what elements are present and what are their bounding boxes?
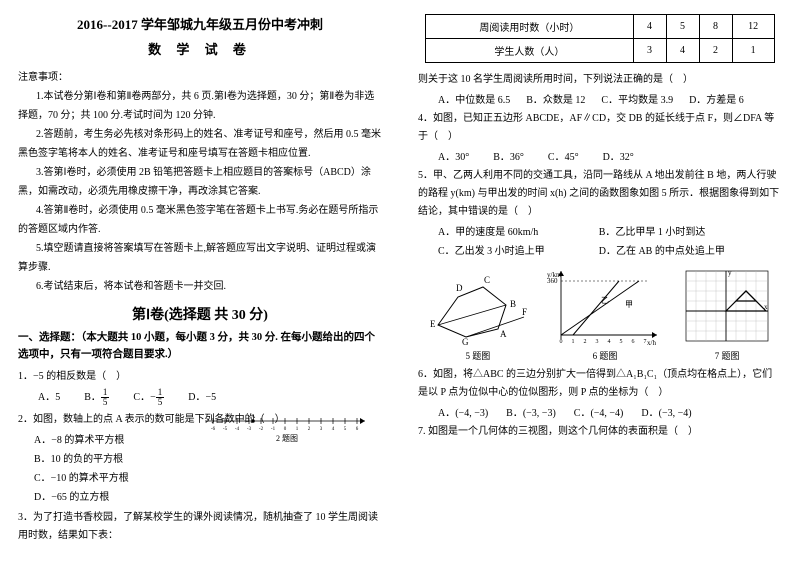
note-2: 2.答题前，考生务必先核对条形码上的姓名、准考证号和座号，然后用 0.5 毫米黑… <box>18 125 382 163</box>
svg-text:B: B <box>510 299 516 309</box>
svg-text:5: 5 <box>620 339 623 345</box>
q5-d: D．乙在 AB 的中点处追上甲 <box>599 242 757 261</box>
section-1-title: 第Ⅰ卷(选择题 共 30 分) <box>18 304 382 324</box>
q2-c: C．−10 的算术平方根 <box>34 469 382 488</box>
svg-text:C: C <box>484 275 490 285</box>
fig-7: y x 7 题图 <box>682 267 772 362</box>
svg-text:乙: 乙 <box>601 296 609 305</box>
svg-text:x/h: x/h <box>647 339 656 347</box>
exam-subtitle: 数 学 试 卷 <box>18 39 382 58</box>
q3-stem: 3．为了打造书香校园，了解某校学生的课外阅读情况，随机抽查了 10 学生周阅读用… <box>18 509 382 545</box>
svg-text:D: D <box>456 283 463 293</box>
q5-a: A．甲的速度是 60km/h <box>438 223 596 242</box>
svg-text:y: y <box>728 269 732 277</box>
svg-text:A: A <box>500 329 507 339</box>
svg-text:5: 5 <box>344 427 347 431</box>
svg-text:2: 2 <box>308 427 311 431</box>
q4-stem: 4．如图，已知正五边形 ABCDE，AF∥CD，交 DB 的延长线于点 F，则∠… <box>418 110 782 146</box>
q2-b: B．10 的负的平方根 <box>34 450 382 469</box>
svg-text:A: A <box>251 414 256 420</box>
q6-options: A．(−4, −3) B．(−3, −3) C．(−4, −4) D．(−3, … <box>438 404 782 419</box>
svg-text:0: 0 <box>560 339 563 345</box>
note-6: 6.考试结束后，将本试卷和答题卡一并交回. <box>18 277 382 296</box>
svg-text:-4: -4 <box>235 427 240 431</box>
q5-c: C．乙出发 3 小时追上甲 <box>438 242 596 261</box>
q3b-b: B．众数是 12 <box>526 91 585 106</box>
svg-text:1: 1 <box>572 339 575 345</box>
th-count: 学生人数（人） <box>426 39 633 63</box>
exam-title: 2016--2017 学年邹城九年级五月份中考冲刺 <box>18 14 382 33</box>
svg-text:-1: -1 <box>271 427 276 431</box>
q6-c: C．(−4, −4) <box>574 404 624 419</box>
q5-stem: 5．甲、乙两人利用不同的交通工具，沿同一路线从 A 地出发前往 B 地，两人行驶… <box>418 167 782 221</box>
q6-d: D．(−3, −4) <box>641 404 691 419</box>
note-4: 4.答第Ⅱ卷时，必须使用 0.5 毫米黑色签字笔在答题卡上书写.务必在题号所指示… <box>18 201 382 239</box>
svg-text:甲: 甲 <box>625 300 633 309</box>
fig-5: D C B A E F G 5 题图 <box>428 267 528 362</box>
q4-a: A．30° <box>438 148 469 163</box>
svg-text:4: 4 <box>608 339 611 345</box>
svg-text:4: 4 <box>332 427 335 431</box>
table-row: 周阅读用时数（小时） 4 5 8 12 <box>426 15 774 39</box>
q4-d: D．32° <box>603 148 634 163</box>
note-1: 1.本试卷分第Ⅰ卷和第Ⅱ卷两部分，共 6 页.第Ⅰ卷为选择题，30 分；第Ⅱ卷为… <box>18 87 382 125</box>
q3b-options: A．中位数是 6.5 B．众数是 12 C．平均数是 3.9 D．方差是 6 <box>438 91 782 106</box>
q7-stem: 7. 如图是一个几何体的三视图，则这个几何体的表面积是（ ） <box>418 423 782 441</box>
svg-text:6: 6 <box>356 427 359 431</box>
q6-a: A．(−4, −3) <box>438 404 488 419</box>
svg-text:-6: -6 <box>211 427 216 431</box>
q1-b: B．15 <box>84 388 109 407</box>
q4-options: A．30° B．36° C．45° D．32° <box>438 148 782 163</box>
svg-text:3: 3 <box>596 339 599 345</box>
q1-options: A．5 B．15 C．−15 D．−5 <box>38 388 382 407</box>
svg-text:360: 360 <box>547 277 558 285</box>
q1-c: C．−15 <box>133 388 164 407</box>
svg-text:-2: -2 <box>259 427 264 431</box>
svg-text:E: E <box>430 319 436 329</box>
table-row: 学生人数（人） 3 4 2 1 <box>426 39 774 63</box>
note-5: 5.填空题请直接将答案填写在答题卡上,解答题应写出文字说明、证明过程或演算步骤. <box>18 239 382 277</box>
q2-figure: A -6 -5 -4 -3 -2 -1 0 1 2 3 4 5 6 2 题图 <box>202 413 372 444</box>
svg-text:-3: -3 <box>247 427 252 431</box>
q3b-c: C．平均数是 3.9 <box>601 91 673 106</box>
svg-text:1: 1 <box>296 427 299 431</box>
svg-text:3: 3 <box>320 427 323 431</box>
q1-stem: 1．−5 的相反数是（ ） <box>18 368 382 386</box>
svg-text:7: 7 <box>644 339 647 345</box>
q5-b: B．乙比甲早 1 小时到达 <box>599 223 757 242</box>
figure-row: D C B A E F G 5 题图 y/km x/h 360 <box>418 267 782 362</box>
th-hours: 周阅读用时数（小时） <box>426 15 633 39</box>
q3b-stem: 则关于这 10 名学生周阅读所用时间，下列说法正确的是（ ） <box>418 71 782 89</box>
svg-text:G: G <box>462 337 469 347</box>
q1-a: A．5 <box>38 388 60 407</box>
q2-fig-label: 2 题图 <box>202 433 372 444</box>
section-1-instruction: 一、选择题：（本大题共 10 小题，每小题 3 分，共 30 分. 在每小题给出… <box>18 330 382 364</box>
svg-text:6: 6 <box>632 339 635 345</box>
svg-text:2: 2 <box>584 339 587 345</box>
fig7-label: 7 题图 <box>682 349 772 362</box>
svg-text:x: x <box>764 303 768 311</box>
q1-d: D．−5 <box>188 388 216 407</box>
svg-text:0: 0 <box>284 427 287 431</box>
q4-b: B．36° <box>493 148 524 163</box>
q4-c: C．45° <box>548 148 579 163</box>
reading-table: 周阅读用时数（小时） 4 5 8 12 学生人数（人） 3 4 2 1 <box>425 14 774 63</box>
fig-6: y/km x/h 360 乙 甲 012 345 67 6 题图 <box>547 267 662 362</box>
note-3: 3.答第Ⅰ卷时，必须使用 2B 铅笔把答题卡上相应题目的答案标号（ABCD）涂黑… <box>18 163 382 201</box>
fig6-label: 6 题图 <box>547 349 662 362</box>
notes-label: 注意事项： <box>18 68 382 83</box>
svg-text:-5: -5 <box>223 427 228 431</box>
q6-b: B．(−3, −3) <box>506 404 556 419</box>
q6-stem: 6．如图，将△ABC 的三边分别扩大一倍得到△A₁B₁C₁（顶点均在格点上），它… <box>418 366 782 402</box>
q3b-a: A．中位数是 6.5 <box>438 91 510 106</box>
q2-d: D．−65 的立方根 <box>34 488 382 507</box>
svg-text:F: F <box>522 307 527 317</box>
q3b-d: D．方差是 6 <box>689 91 744 106</box>
fig5-label: 5 题图 <box>428 349 528 362</box>
q5-options: A．甲的速度是 60km/h B．乙比甲早 1 小时到达 C．乙出发 3 小时追… <box>438 223 782 261</box>
